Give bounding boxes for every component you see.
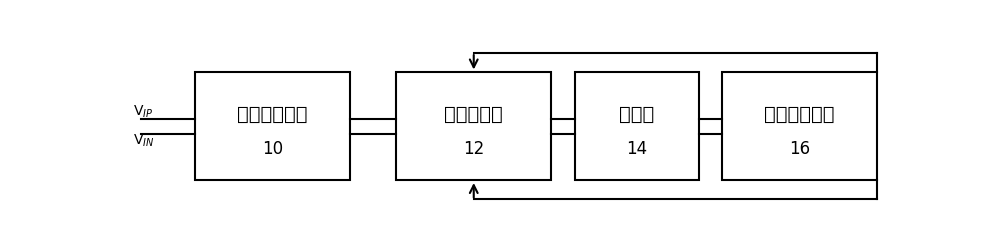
- Text: V$_{IP}$: V$_{IP}$: [133, 104, 153, 120]
- Text: 比较器: 比较器: [619, 105, 654, 124]
- Text: 12: 12: [463, 140, 484, 158]
- Bar: [574, 72, 698, 180]
- Text: 采样开关电路: 采样开关电路: [237, 105, 308, 124]
- Text: 14: 14: [626, 140, 647, 158]
- Text: 10: 10: [262, 140, 283, 158]
- Bar: [396, 72, 551, 180]
- Bar: [722, 72, 877, 180]
- Text: 数模转换器: 数模转换器: [444, 105, 503, 124]
- Text: 16: 16: [789, 140, 810, 158]
- Bar: [195, 72, 350, 180]
- Text: V$_{IN}$: V$_{IN}$: [133, 132, 154, 149]
- Text: 逻辑控制电路: 逻辑控制电路: [764, 105, 834, 124]
